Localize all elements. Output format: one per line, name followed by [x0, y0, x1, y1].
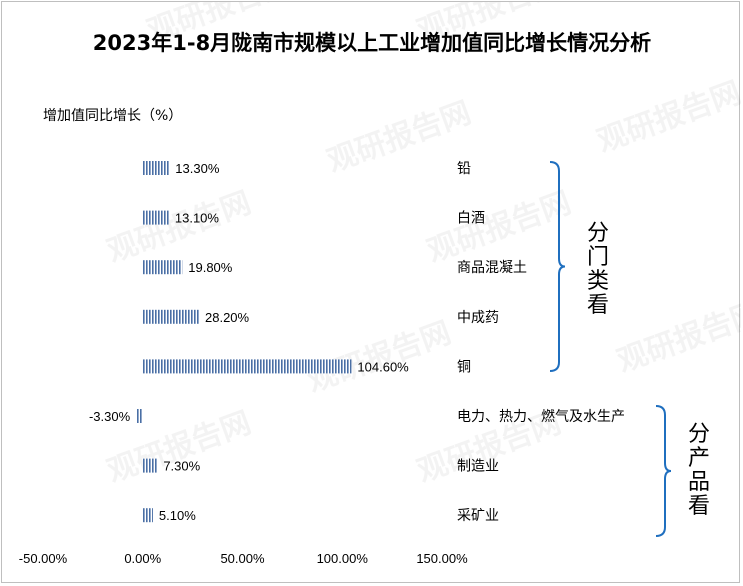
tick-label: -50.00%	[19, 551, 68, 566]
group-bracket	[549, 161, 566, 372]
category-label: 电力、热力、燃气及水生产	[457, 408, 625, 425]
data-label: 19.80%	[188, 260, 233, 275]
bar	[142, 458, 158, 473]
data-label: -3.30%	[89, 409, 131, 424]
axis-label: 增加值同比增长（%）	[43, 108, 182, 124]
x-axis-ticks: -50.00% 0.00% 50.00% 100.00% 150.00%	[19, 551, 468, 566]
bar-series	[136, 161, 352, 523]
tick-label: 0.00%	[124, 551, 161, 566]
data-label: 13.10%	[175, 211, 220, 226]
watermark: 观研报告网	[423, 185, 576, 269]
bar	[142, 309, 200, 324]
bar	[142, 260, 183, 275]
data-label: 7.30%	[163, 459, 200, 474]
category-label: 白酒	[457, 211, 485, 227]
group-label: 分门类看	[587, 221, 609, 318]
group-bracket	[655, 405, 672, 537]
group-label: 分产品看	[688, 422, 710, 519]
category-label: 铅	[457, 161, 471, 177]
watermark-layer: 观研报告网观研报告网观研报告网观研报告网观研报告网观研报告网观研报告网观研报告网…	[103, 2, 741, 490]
watermark: 观研报告网	[103, 185, 256, 269]
tick-label: 100.00%	[317, 551, 369, 566]
bar	[136, 409, 143, 423]
bar	[142, 359, 352, 374]
category-label: 制造业	[457, 459, 499, 475]
tick-label: 50.00%	[220, 551, 265, 566]
bar	[142, 210, 169, 225]
data-label: 28.20%	[205, 310, 250, 325]
data-label: 104.60%	[357, 359, 409, 374]
data-labels: 13.30% 13.10% 19.80% 28.20% 104.60% -3.30% 7.3…	[89, 161, 409, 523]
watermark: 观研报告网	[323, 95, 476, 179]
tick-label: 150.00%	[416, 551, 468, 566]
category-label: 采矿业	[457, 508, 499, 524]
bar	[142, 161, 170, 175]
watermark: 观研报告网	[593, 75, 741, 159]
watermark: 观研报告网	[613, 295, 741, 379]
bar	[142, 508, 153, 523]
category-label: 中成药	[457, 310, 499, 326]
category-label: 商品混凝土	[457, 260, 527, 276]
data-label: 13.30%	[175, 161, 220, 176]
watermark: 观研报告网	[303, 315, 456, 399]
data-label: 5.10%	[159, 508, 196, 523]
category-label: 铜	[457, 359, 471, 375]
chart-title: 2023年1-8月陇南市规模以上工业增加值同比增长情况分析	[93, 31, 651, 55]
